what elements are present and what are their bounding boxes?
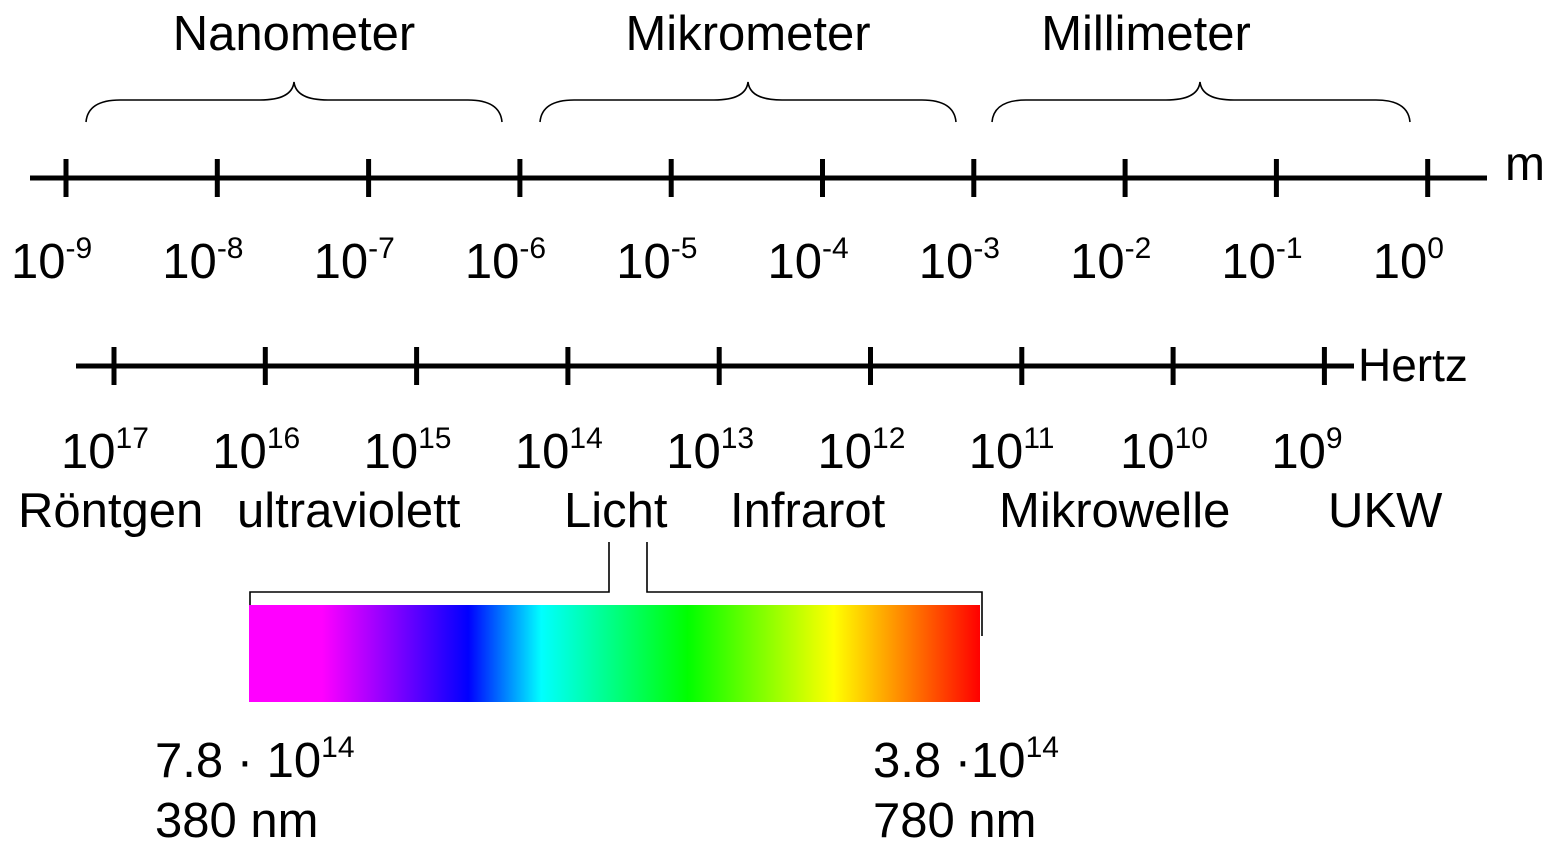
spectrum-left-wavelength: 380 nm bbox=[155, 794, 318, 842]
region-label-mikrowelle: Mikrowelle bbox=[999, 484, 1230, 538]
spectrum-right-frequency: 3.8 ·1014 bbox=[873, 731, 1059, 788]
region-label-ukw: UKW bbox=[1328, 484, 1443, 538]
frequency-tick-labels: 1017 1016 1015 1014 1013 1012 1011 1010 109 bbox=[61, 422, 1343, 479]
frequency-unit-label: Hertz bbox=[1358, 339, 1468, 391]
frequency-tick-label: 1011 bbox=[969, 422, 1055, 479]
wavelength-tick-labels: 10-9 10-8 10-7 10-6 10-5 10-4 10-3 10-2 10-1 100 bbox=[11, 232, 1444, 289]
frequency-tick-label: 1016 bbox=[212, 422, 300, 479]
frequency-tick-label: 1014 bbox=[515, 422, 603, 479]
unit-label-nanometer: Nanometer bbox=[173, 7, 415, 61]
wavelength-tick-label: 10-1 bbox=[1221, 232, 1302, 289]
wavelength-tick-label: 10-9 bbox=[11, 232, 92, 289]
unit-label-mikrometer: Mikrometer bbox=[625, 7, 870, 61]
region-label-licht: Licht bbox=[564, 484, 668, 538]
wavelength-ticks bbox=[63, 159, 1431, 197]
wavelength-unit-label: m bbox=[1505, 138, 1545, 191]
wavelength-tick-label: 10-2 bbox=[1070, 232, 1151, 289]
unit-label-millimeter: Millimeter bbox=[1041, 7, 1251, 61]
spectrum-right-wavelength: 780 nm bbox=[873, 794, 1036, 842]
unit-range-millimeter: Millimeter bbox=[991, 7, 1411, 123]
wavelength-tick-label: 10-3 bbox=[919, 232, 1000, 289]
wavelength-tick-label: 10-4 bbox=[768, 232, 849, 289]
frequency-tick-label: 109 bbox=[1271, 422, 1342, 479]
wavelength-tick-label: 10-8 bbox=[162, 232, 243, 289]
wavelength-axis: 10-9 10-8 10-7 10-6 10-5 10-4 10-3 10-2 10-1 100 … bbox=[11, 138, 1545, 289]
region-label-ultraviolett: ultraviolett bbox=[237, 484, 461, 538]
wavelength-tick-label: 10-7 bbox=[314, 232, 395, 289]
spectrum-left-frequency: 7.8 · 1014 bbox=[155, 731, 355, 788]
frequency-tick-label: 1013 bbox=[666, 422, 754, 479]
region-label-infrarot: Infrarot bbox=[730, 484, 886, 538]
wavelength-tick-label: 10-5 bbox=[616, 232, 697, 289]
unit-range-mikrometer: Mikrometer bbox=[539, 7, 957, 123]
brace-millimeter bbox=[991, 81, 1411, 123]
frequency-tick-label: 1010 bbox=[1120, 422, 1208, 479]
wavelength-tick-label: 100 bbox=[1373, 232, 1444, 289]
frequency-axis: 1017 1016 1015 1014 1013 1012 1011 1010 109 Hert… bbox=[61, 339, 1468, 479]
visible-light-detail: 7.8 · 1014 380 nm 3.8 ·1014 780 nm bbox=[155, 542, 1059, 842]
frequency-tick-label: 1017 bbox=[61, 422, 149, 479]
region-label-roentgen: Röntgen bbox=[18, 484, 203, 538]
visible-spectrum-bar bbox=[249, 605, 980, 702]
brace-nanometer bbox=[85, 81, 503, 123]
frequency-tick-label: 1012 bbox=[818, 422, 906, 479]
frequency-ticks bbox=[111, 347, 1327, 385]
brace-mikrometer bbox=[539, 81, 957, 123]
wavelength-tick-label: 10-6 bbox=[465, 232, 546, 289]
region-labels: Röntgen ultraviolett Licht Infrarot Mikr… bbox=[18, 484, 1443, 538]
frequency-tick-label: 1015 bbox=[364, 422, 452, 479]
unit-range-nanometer: Nanometer bbox=[85, 7, 503, 123]
